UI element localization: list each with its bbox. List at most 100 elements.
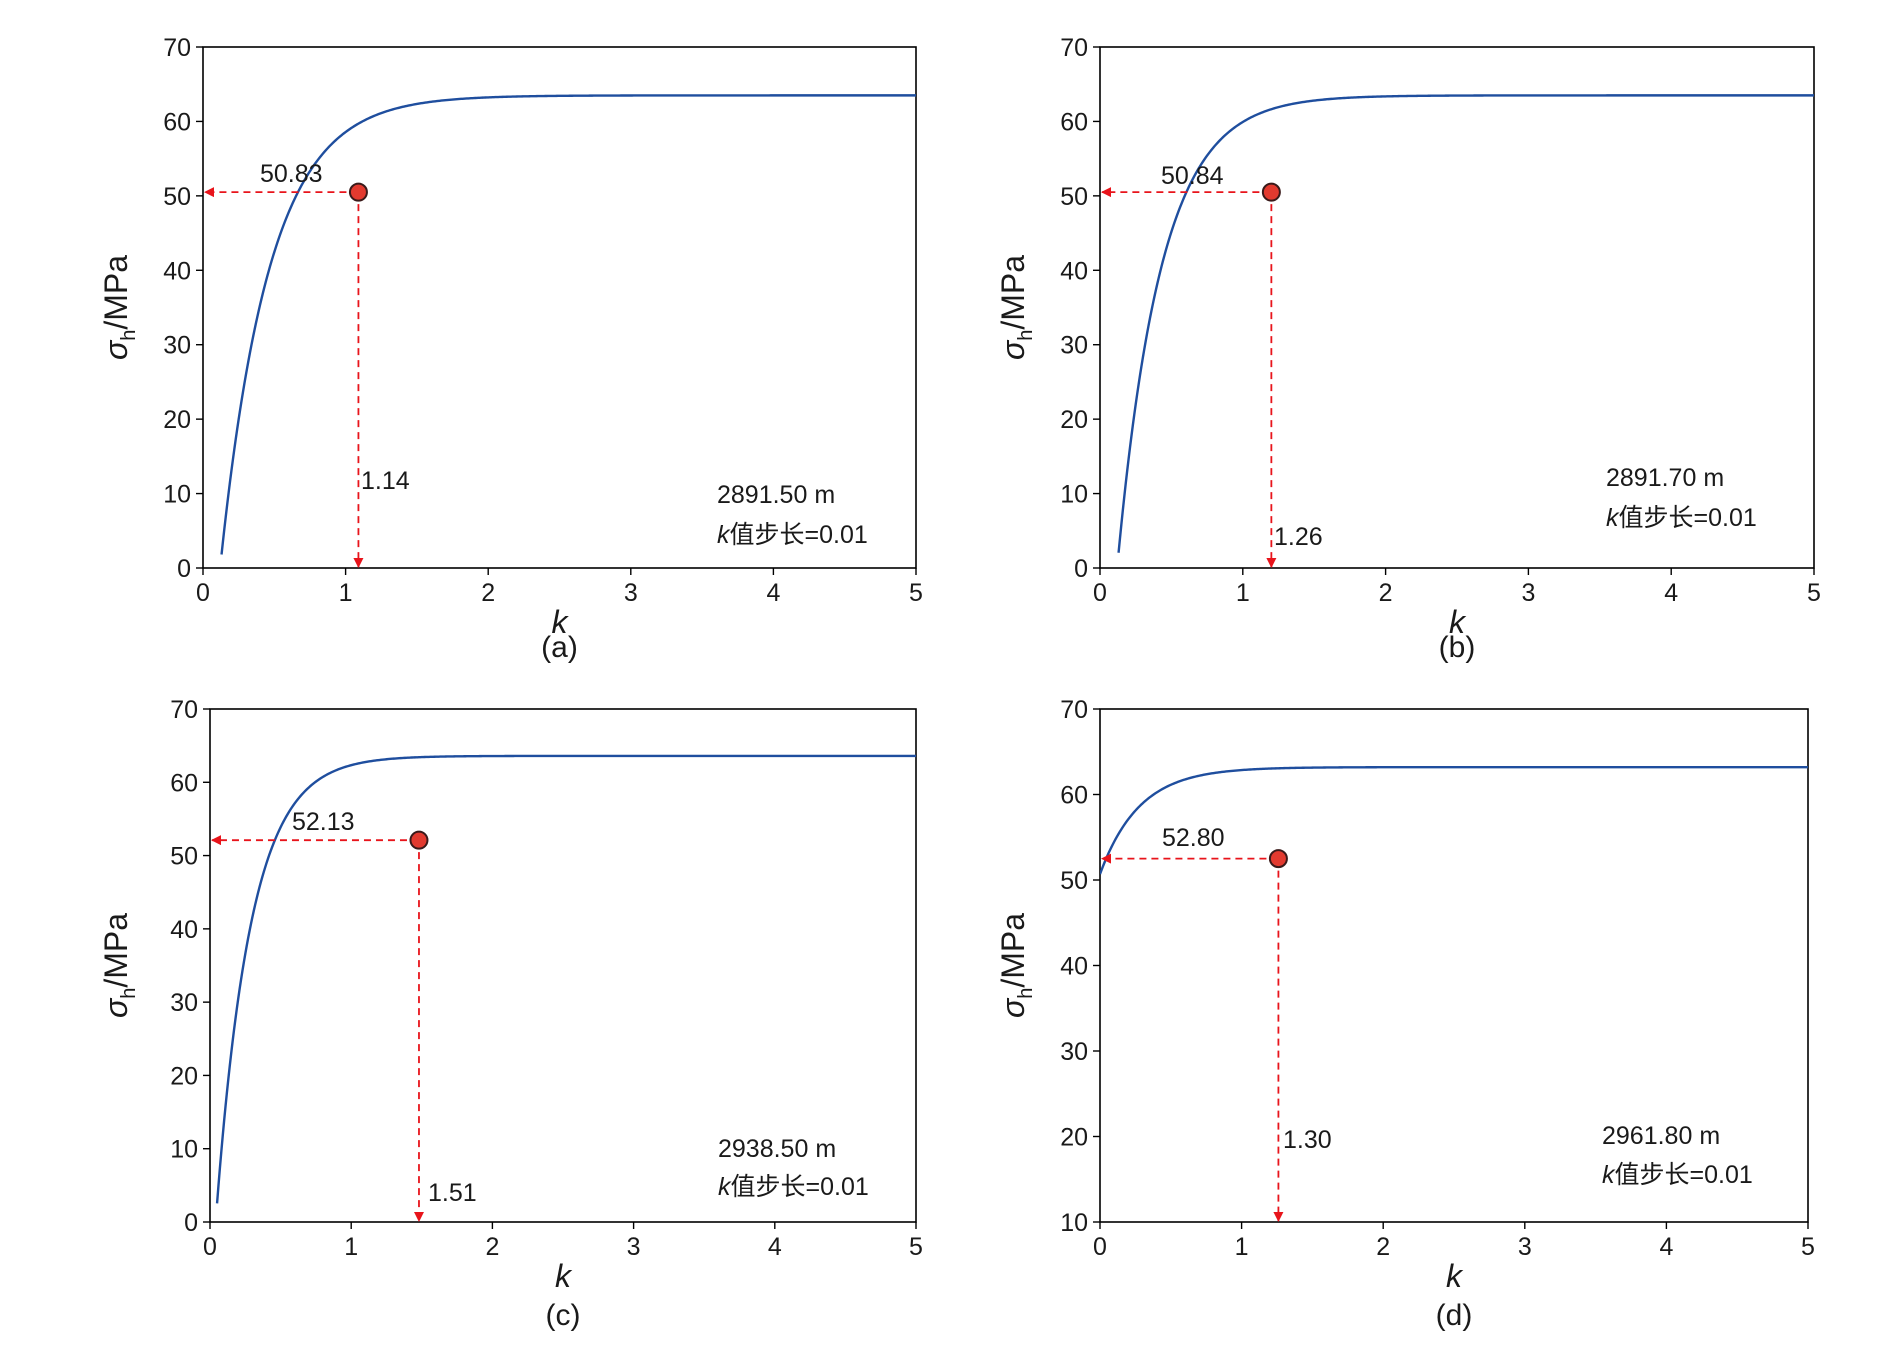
series-line bbox=[1117, 94, 1814, 553]
panel-label: (b) bbox=[1439, 631, 1476, 664]
y-tick-label: 60 bbox=[1060, 782, 1088, 810]
y-tick-label: 0 bbox=[184, 1209, 198, 1237]
y-tick-label: 10 bbox=[163, 481, 191, 509]
y-tick-label: 30 bbox=[163, 332, 191, 360]
x-tick-label: 3 bbox=[624, 579, 638, 607]
step-size-label-rest: 值步长=0.01 bbox=[731, 1173, 869, 1201]
k-value-label: 1.14 bbox=[361, 467, 410, 495]
series-line bbox=[215, 754, 916, 1204]
k-value-label: 1.30 bbox=[1283, 1126, 1332, 1154]
y-axis-label-symbol: σ bbox=[98, 339, 134, 360]
y-axis-label-unit: /MPa bbox=[98, 913, 134, 988]
x-tick-label: 1 bbox=[1236, 579, 1250, 607]
depth-label: 2961.80 m bbox=[1602, 1122, 1720, 1150]
series-line bbox=[1100, 765, 1808, 875]
x-axis-label: k bbox=[1449, 604, 1467, 640]
step-size-label: k值步长=0.01 bbox=[1602, 1161, 1753, 1189]
y-axis-label: σh/MPa bbox=[995, 913, 1037, 1018]
y-tick-label: 50 bbox=[163, 183, 191, 211]
panel-label: (c) bbox=[546, 1299, 581, 1332]
y-tick-label: 10 bbox=[1060, 1209, 1088, 1237]
sigma-value-label: 52.80 bbox=[1162, 824, 1225, 852]
x-tick-label: 5 bbox=[1807, 579, 1821, 607]
x-tick-label: 1 bbox=[344, 1233, 358, 1261]
sigma-value-label: 52.13 bbox=[292, 808, 355, 836]
step-size-label-k: k bbox=[1602, 1161, 1616, 1189]
x-tick-label: 4 bbox=[1659, 1233, 1673, 1261]
y-tick-label: 0 bbox=[177, 555, 191, 583]
x-tick-label: 5 bbox=[1801, 1233, 1815, 1261]
k-value-label: 1.26 bbox=[1274, 523, 1323, 551]
panel-label: (d) bbox=[1436, 1299, 1473, 1332]
y-tick-label: 30 bbox=[170, 989, 198, 1017]
step-size-label: k值步长=0.01 bbox=[1606, 504, 1757, 532]
plot-frame bbox=[209, 708, 917, 1223]
y-tick-label: 20 bbox=[163, 406, 191, 434]
y-axis-label-symbol: σ bbox=[995, 997, 1031, 1018]
x-tick-label: 0 bbox=[196, 579, 210, 607]
step-size-label-k: k bbox=[1606, 504, 1620, 532]
y-axis-label: σh/MPa bbox=[995, 255, 1037, 360]
y-tick-label: 70 bbox=[163, 34, 191, 62]
chart-panel-c: 0 1 2 3 4 5010203040506070kσh/MPa52.131.51293… bbox=[98, 696, 923, 1332]
y-tick-label: 40 bbox=[170, 916, 198, 944]
y-tick-label: 60 bbox=[170, 769, 198, 797]
y-axis-label-unit: /MPa bbox=[995, 913, 1031, 988]
y-tick-label: 0 bbox=[1074, 555, 1088, 583]
y-tick-label: 10 bbox=[1060, 481, 1088, 509]
y-axis-label: σh/MPa bbox=[98, 913, 140, 1018]
y-axis-label-subscript: h bbox=[118, 330, 140, 341]
x-tick-label: 3 bbox=[1518, 1233, 1532, 1261]
y-tick-label: 20 bbox=[170, 1062, 198, 1090]
x-tick-label: 0 bbox=[203, 1233, 217, 1261]
plot-frame bbox=[202, 46, 917, 569]
y-tick-label: 50 bbox=[170, 843, 198, 871]
y-tick-label: 70 bbox=[1060, 696, 1088, 724]
plot-frame bbox=[1099, 46, 1815, 569]
step-size-label-k: k bbox=[717, 521, 731, 549]
y-axis-label-subscript: h bbox=[1015, 988, 1037, 999]
x-tick-label: 5 bbox=[909, 579, 923, 607]
chart-panel-d: 0 1 2 3 4 5 10 20 30 40 50 60 70 k σh/MPa 52.80 1.30 2961… bbox=[995, 696, 1815, 1332]
x-tick-label: 0 bbox=[1093, 579, 1107, 607]
x-axis-label: k bbox=[1446, 1258, 1464, 1294]
step-size-label-k: k bbox=[718, 1173, 732, 1201]
x-axis-label: k bbox=[555, 1258, 573, 1294]
step-size-label-rest: 值步长=0.01 bbox=[1619, 504, 1757, 532]
y-tick-label: 20 bbox=[1060, 1124, 1088, 1152]
x-tick-label: 4 bbox=[766, 579, 780, 607]
x-tick-label: 2 bbox=[485, 1233, 499, 1261]
x-tick-label: 2 bbox=[481, 579, 495, 607]
y-tick-label: 60 bbox=[163, 108, 191, 136]
step-size-label: k值步长=0.01 bbox=[718, 1173, 869, 1201]
y-axis-label: σh/MPa bbox=[98, 255, 140, 360]
step-size-label-rest: 值步长=0.01 bbox=[1615, 1161, 1753, 1189]
x-axis-label: k bbox=[552, 604, 570, 640]
x-tick-label: 4 bbox=[768, 1233, 782, 1261]
data-point-marker bbox=[1261, 182, 1281, 202]
y-tick-label: 50 bbox=[1060, 183, 1088, 211]
x-tick-label: 2 bbox=[1379, 579, 1393, 607]
series-line bbox=[220, 94, 916, 555]
y-tick-label: 60 bbox=[1060, 108, 1088, 136]
y-tick-label: 40 bbox=[163, 257, 191, 285]
y-tick-label: 50 bbox=[1060, 867, 1088, 895]
y-tick-label: 20 bbox=[1060, 406, 1088, 434]
depth-label: 2891.50 m bbox=[717, 481, 835, 509]
data-point-marker bbox=[348, 182, 368, 202]
y-tick-label: 30 bbox=[1060, 1038, 1088, 1066]
x-tick-label: 3 bbox=[1521, 579, 1535, 607]
x-tick-label: 0 bbox=[1093, 1233, 1107, 1261]
x-tick-label: 4 bbox=[1664, 579, 1678, 607]
x-tick-label: 3 bbox=[627, 1233, 641, 1261]
y-tick-label: 40 bbox=[1060, 257, 1088, 285]
y-axis-label-unit: /MPa bbox=[98, 255, 134, 330]
k-value-label: 1.51 bbox=[428, 1179, 477, 1207]
depth-label: 2938.50 m bbox=[718, 1135, 836, 1163]
y-tick-label: 40 bbox=[1060, 953, 1088, 981]
sigma-value-label: 50.83 bbox=[260, 160, 323, 188]
x-tick-label: 5 bbox=[909, 1233, 923, 1261]
y-axis-label-symbol: σ bbox=[98, 997, 134, 1018]
y-axis-label-subscript: h bbox=[118, 988, 140, 999]
